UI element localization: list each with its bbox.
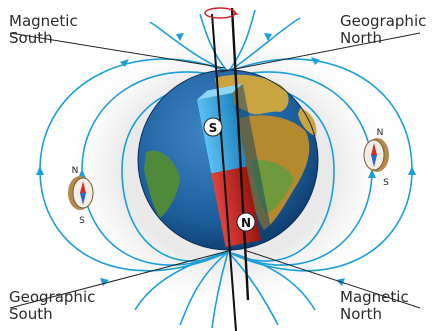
- leader-magnetic-north: [243, 249, 421, 309]
- label-line: Geographic: [9, 288, 96, 306]
- field-arrow: [78, 169, 86, 178]
- leader-geographic-north: [219, 32, 421, 73]
- land-arabia: [298, 108, 317, 136]
- label-line: North: [340, 305, 382, 323]
- field-line: [199, 13, 229, 73]
- svg-text:N: N: [377, 128, 384, 138]
- compass-icon: N S: [68, 166, 94, 226]
- label-line: Geographic: [340, 12, 427, 30]
- field-arrow: [264, 33, 272, 41]
- label-line: Magnetic: [9, 12, 78, 30]
- field-line: [211, 251, 229, 329]
- label-line: Magnetic: [340, 288, 409, 306]
- field-arrow: [311, 57, 320, 65]
- field-arrow: [368, 169, 376, 178]
- leader-magnetic-south: [9, 32, 226, 69]
- field-arrow: [36, 166, 44, 175]
- field-line: [179, 251, 229, 326]
- field-line: [227, 9, 256, 73]
- leader-geographic-south: [9, 249, 233, 309]
- field-line: [227, 251, 279, 326]
- label-geographic-north: Geographic North: [340, 13, 426, 47]
- magnetic-axis: [230, 7, 250, 301]
- magnet-south-pole-marker: S: [203, 117, 223, 137]
- label-magnetic-north: Magnetic North: [340, 289, 409, 323]
- label-leader-lines: [9, 32, 421, 309]
- field-line: [134, 251, 229, 311]
- field-arrow: [176, 33, 184, 41]
- label-line: North: [340, 29, 382, 47]
- land-americas: [144, 150, 180, 218]
- svg-text:S: S: [79, 216, 85, 226]
- label-magnetic-south: Magnetic South: [9, 13, 78, 47]
- field-arrow: [120, 59, 129, 67]
- label-line: South: [9, 29, 53, 47]
- svg-text:S: S: [209, 121, 218, 135]
- field-arrow: [408, 166, 416, 175]
- field-line: [227, 251, 316, 311]
- svg-text:S: S: [383, 178, 389, 188]
- field-line: [227, 17, 301, 73]
- magnet-north-pole-marker: N: [236, 212, 256, 232]
- label-line: South: [9, 305, 53, 323]
- compass-icon: N S: [363, 128, 389, 188]
- label-geographic-south: Geographic South: [9, 289, 95, 323]
- rotation-arrow-icon: [204, 7, 239, 19]
- svg-text:N: N: [72, 166, 79, 176]
- svg-text:N: N: [241, 216, 251, 230]
